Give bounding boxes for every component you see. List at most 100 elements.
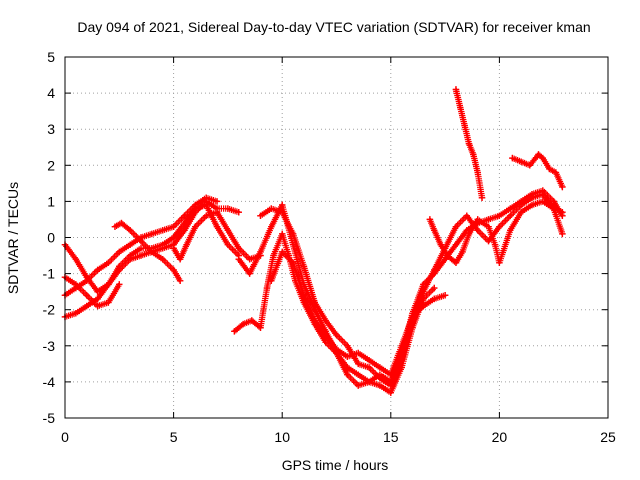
plus-markers — [509, 151, 566, 191]
data-point — [409, 313, 416, 321]
data-point — [83, 277, 90, 285]
data-point — [202, 212, 210, 220]
data-point — [268, 277, 275, 285]
data-point — [470, 151, 477, 158]
data-point — [137, 245, 145, 252]
data-point — [213, 198, 221, 205]
data-point — [539, 154, 547, 162]
data-point — [257, 324, 264, 331]
data-point — [126, 255, 134, 263]
data-point — [528, 201, 536, 209]
data-point — [224, 227, 232, 234]
data-point — [213, 209, 221, 216]
data-point — [116, 281, 123, 288]
data-point — [279, 201, 286, 209]
data-point — [550, 198, 557, 205]
data-point — [300, 292, 308, 299]
data-point — [459, 248, 466, 256]
data-point — [72, 255, 80, 263]
series-track-m — [509, 151, 566, 191]
data-point — [257, 248, 264, 256]
data-point — [176, 255, 184, 263]
data-point — [365, 378, 373, 386]
data-point — [559, 209, 566, 216]
data-point — [365, 364, 373, 371]
data-point — [322, 338, 329, 346]
data-point — [231, 328, 238, 335]
data-point — [420, 288, 427, 295]
data-point — [322, 331, 329, 339]
data-point — [452, 241, 460, 248]
data-point — [426, 216, 434, 223]
data-point — [192, 201, 199, 209]
data-point — [239, 320, 247, 328]
data-point — [311, 317, 318, 324]
chart-title: Day 094 of 2021, Sidereal Day-to-day VTE… — [77, 19, 590, 35]
data-point — [474, 227, 481, 234]
data-point — [83, 302, 90, 310]
y-axis-label: SDTVAR / TECUs — [5, 182, 21, 294]
data-point — [365, 357, 373, 364]
data-point — [289, 230, 297, 238]
data-point — [546, 165, 553, 173]
data-point — [137, 237, 145, 245]
data-point — [170, 266, 177, 274]
data-point — [474, 169, 481, 176]
data-point — [257, 212, 264, 220]
data-point — [72, 281, 80, 288]
series-track-l — [452, 86, 486, 201]
data-point — [235, 245, 242, 252]
data-point — [333, 331, 340, 339]
data-point — [213, 223, 221, 230]
series-track-g — [231, 230, 438, 396]
data-point — [289, 259, 297, 266]
y-tick-label: -2 — [43, 302, 56, 318]
data-point — [437, 241, 444, 248]
data-point — [517, 158, 525, 165]
data-point — [457, 104, 464, 111]
data-point — [333, 346, 340, 353]
data-point — [552, 169, 560, 176]
x-axis-label: GPS time / hours — [282, 457, 389, 473]
series-track-f — [170, 209, 264, 263]
data-points — [61, 86, 566, 396]
data-point — [496, 259, 503, 266]
data-point — [202, 194, 210, 201]
data-point — [192, 223, 199, 230]
data-point — [111, 223, 119, 230]
data-point — [474, 216, 481, 223]
data-point — [235, 255, 242, 263]
data-point — [300, 263, 308, 270]
data-point — [94, 288, 101, 295]
data-point — [441, 255, 449, 263]
x-tick-label: 15 — [383, 429, 399, 445]
data-point — [420, 302, 427, 310]
data-point — [322, 317, 329, 324]
data-point — [398, 342, 405, 349]
plus-markers — [61, 198, 242, 321]
data-point — [344, 353, 351, 360]
y-tick-label: -5 — [43, 410, 56, 426]
data-point — [192, 209, 199, 216]
y-tick-label: -1 — [43, 266, 56, 282]
data-point — [463, 212, 471, 220]
data-point — [431, 284, 438, 292]
data-point — [491, 241, 499, 248]
data-point — [105, 281, 112, 288]
y-tick-label: 4 — [47, 85, 55, 101]
data-point — [170, 234, 177, 241]
data-point — [387, 389, 394, 396]
data-point — [452, 223, 460, 230]
data-point — [148, 248, 156, 256]
data-point — [183, 241, 190, 248]
data-point — [279, 230, 286, 238]
data-point — [170, 223, 177, 230]
data-point — [465, 140, 473, 147]
data-point — [550, 205, 557, 212]
series-track-j — [268, 248, 449, 378]
x-tick-label: 5 — [170, 429, 178, 445]
data-point — [268, 205, 275, 212]
x-tick-label: 0 — [61, 429, 69, 445]
data-point — [126, 241, 134, 248]
